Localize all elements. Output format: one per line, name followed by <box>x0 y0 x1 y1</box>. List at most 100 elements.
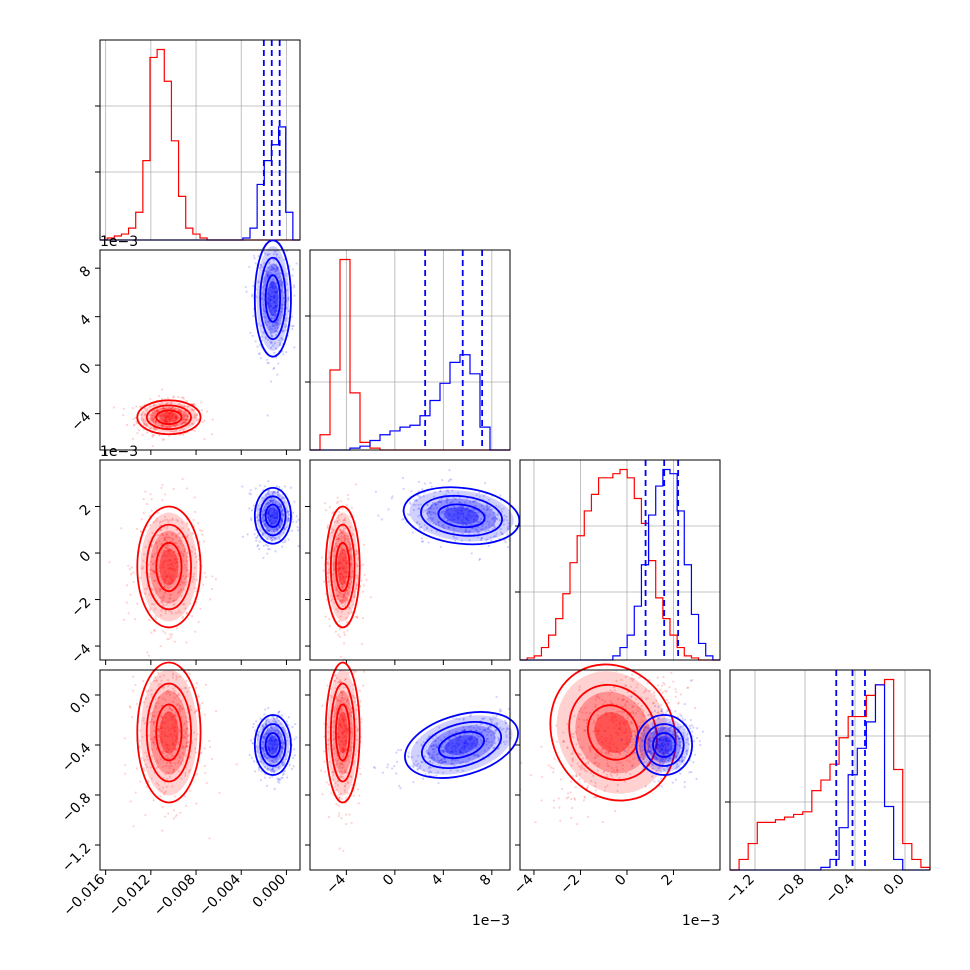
scatter-point <box>287 716 290 719</box>
scatter-point <box>251 293 254 296</box>
scatter-point <box>145 424 149 427</box>
panel-frame <box>99 39 301 241</box>
scatter-point <box>183 421 186 424</box>
scatter-point <box>185 419 188 422</box>
scatter-point <box>128 568 131 571</box>
scatter-point <box>143 769 146 772</box>
scatter-point <box>157 410 160 413</box>
scatter-point <box>152 403 155 406</box>
scatter-point <box>252 254 256 257</box>
scatter-point <box>156 409 159 412</box>
scatter-point <box>184 421 188 424</box>
scatter-point <box>253 533 256 536</box>
scatter-point <box>281 350 284 353</box>
scatter-point <box>323 770 327 773</box>
scatter-point <box>263 262 266 265</box>
scatter-point <box>164 416 167 419</box>
scatter-point <box>273 787 276 791</box>
scatter-point <box>171 406 174 409</box>
scatter-point <box>203 571 206 574</box>
scatter-point <box>269 305 272 308</box>
scatter-point <box>409 502 412 506</box>
scatter-point <box>285 283 289 286</box>
scatter-point <box>182 412 185 415</box>
scatter-point <box>348 813 351 816</box>
scatter-point <box>190 422 194 425</box>
scatter-point <box>167 416 170 419</box>
scatter-point <box>153 409 156 412</box>
scatter-point <box>136 431 139 435</box>
scatter-point <box>506 533 509 536</box>
scatter-point <box>269 309 272 312</box>
scatter-point <box>249 331 252 335</box>
scatter-point <box>268 298 271 301</box>
scatter-point <box>196 414 199 417</box>
scatter-point <box>168 425 171 429</box>
scatter-point <box>164 411 167 415</box>
scatter-point <box>272 307 275 310</box>
scatter-point <box>275 304 278 308</box>
scatter-point <box>185 611 188 615</box>
scatter-point <box>484 481 487 485</box>
scatter-point <box>245 290 248 293</box>
scatter-point <box>282 353 285 356</box>
scatter-point <box>153 416 156 419</box>
scatter-point <box>337 633 340 636</box>
scatter-point <box>123 618 126 621</box>
scatter-point <box>268 305 271 308</box>
scatter-point <box>246 533 249 536</box>
scatter-point <box>271 298 275 302</box>
scatter-point <box>140 405 143 408</box>
scatter-point <box>437 782 440 785</box>
scatter-point <box>152 434 155 437</box>
scatter-point <box>259 343 262 347</box>
scatter-point <box>172 487 175 491</box>
scatter-point <box>276 289 279 292</box>
scatter-point <box>435 774 438 777</box>
scatter-point <box>168 418 171 421</box>
scatter-point <box>165 411 169 414</box>
density-fill <box>337 548 348 586</box>
scatter-point <box>361 590 365 593</box>
scatter-point <box>172 413 175 417</box>
scatter-point <box>160 486 163 489</box>
scatter-point <box>256 345 259 348</box>
scatter-point <box>424 772 427 776</box>
scatter-point <box>166 415 169 418</box>
scatter-point <box>345 796 348 799</box>
scatter-point <box>265 277 268 281</box>
scatter-point <box>268 252 271 256</box>
scatter-point <box>274 323 277 326</box>
scatter-point <box>257 281 260 284</box>
scatter-point <box>131 407 134 410</box>
scatter-point <box>160 412 164 415</box>
scatter-point <box>135 405 138 408</box>
scatter-point <box>151 411 154 414</box>
scatter-point <box>278 256 281 259</box>
scatter-point <box>153 628 156 631</box>
scatter-point <box>448 478 452 481</box>
scatter-point <box>187 405 190 408</box>
scatter-point <box>173 415 176 418</box>
scatter-point <box>203 419 206 422</box>
scatter-point <box>267 706 270 710</box>
scatter-point <box>272 324 275 328</box>
scatter-point <box>182 428 185 431</box>
scatter-point <box>274 314 277 318</box>
scatter-point <box>274 314 277 317</box>
scatter-point <box>280 776 283 779</box>
scatter-point <box>269 346 273 350</box>
scatter-point <box>272 282 276 285</box>
scatter-point <box>150 498 153 501</box>
scatter-point <box>285 274 288 278</box>
scatter-point <box>134 683 137 687</box>
scatter-point <box>187 412 190 416</box>
scatter-point <box>167 414 170 418</box>
scatter-point <box>158 434 161 437</box>
scatter-point <box>274 290 277 293</box>
scatter-point <box>140 413 143 416</box>
scatter-point <box>173 419 177 422</box>
scatter-point <box>487 544 490 547</box>
scatter-point <box>185 411 188 414</box>
scatter-point <box>281 281 284 284</box>
